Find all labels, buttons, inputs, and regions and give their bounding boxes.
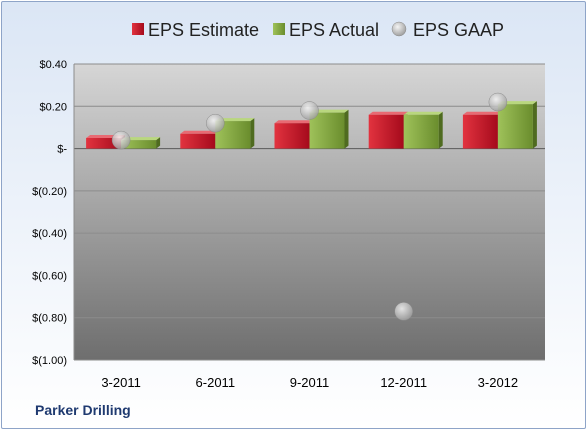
bar-eps-actual [309, 112, 345, 149]
point-eps-gaap [394, 302, 413, 321]
y-tick-label: $(1.00) [32, 355, 67, 367]
bar-eps-estimate-top [274, 120, 314, 124]
bar-eps-actual-side [250, 118, 255, 149]
bar-eps-estimate [368, 114, 404, 149]
x-axis: 3-2011 6-2011 9-2011 12-2011 3-2012 [101, 375, 518, 390]
y-tick-label: $(0.40) [32, 228, 67, 240]
point-eps-gaap [488, 92, 508, 112]
legend-item-gaap: EPS GAAP [391, 20, 504, 40]
bar-eps-actual-top [403, 111, 443, 115]
bar-eps-estimate-top [180, 130, 220, 134]
y-tick-label: $(0.60) [32, 270, 67, 282]
legend-label-gaap: EPS GAAP [413, 20, 504, 40]
bar-eps-actual [121, 140, 157, 149]
y-tick-label: $- [57, 144, 67, 156]
legend-marker-gaap [391, 21, 407, 37]
legend-swatch-estimate [132, 23, 144, 35]
legend-label-actual: EPS Actual [289, 20, 379, 40]
point-eps-gaap [206, 113, 225, 133]
legend-item-estimate: EPS Estimate [132, 20, 259, 40]
point-eps-gaap [300, 101, 319, 120]
x-tick-label: 3-2011 [101, 375, 141, 390]
bar-eps-estimate [462, 114, 498, 149]
y-tick-label: $(0.20) [32, 186, 67, 198]
bar-eps-actual-side [438, 111, 443, 149]
company-name: Parker Drilling [35, 402, 131, 418]
x-tick-label: 6-2011 [196, 375, 236, 390]
y-tick-label: $0.40 [39, 59, 67, 71]
gaap-points [111, 92, 508, 321]
bar-eps-actual [403, 114, 439, 149]
bar-eps-actual-top [121, 137, 161, 141]
x-tick-label: 9-2011 [290, 375, 330, 390]
bar-eps-estimate [274, 123, 310, 149]
bar-eps-estimate [86, 138, 122, 149]
y-tick-label: $(0.80) [32, 313, 67, 325]
legend-item-actual: EPS Actual [273, 20, 379, 40]
bar-eps-actual-side [344, 109, 349, 149]
bar-eps-estimate-top [462, 111, 502, 115]
legend-swatch-actual [273, 23, 285, 35]
bar-eps-estimate [180, 133, 216, 149]
y-tick-label: $0.20 [39, 101, 67, 113]
point-eps-gaap [111, 130, 131, 150]
legend: EPS Estimate EPS Actual EPS GAAP [132, 20, 504, 40]
bar-eps-actual [497, 104, 533, 149]
bar-eps-actual-top [309, 109, 349, 113]
bar-eps-actual-side [532, 101, 537, 149]
legend-label-estimate: EPS Estimate [148, 20, 259, 40]
bar-eps-actual-side [156, 137, 161, 149]
bar-eps-actual-top [497, 101, 537, 105]
x-tick-label: 12-2011 [380, 375, 427, 390]
bar-eps-estimate-top [368, 111, 408, 115]
bar-eps-actual-top [215, 118, 255, 122]
x-tick-label: 3-2012 [478, 375, 518, 390]
y-axis: $0.40 $0.20 $- $(0.20) $(0.40) $(0.60) $(0.80)… [32, 59, 75, 367]
